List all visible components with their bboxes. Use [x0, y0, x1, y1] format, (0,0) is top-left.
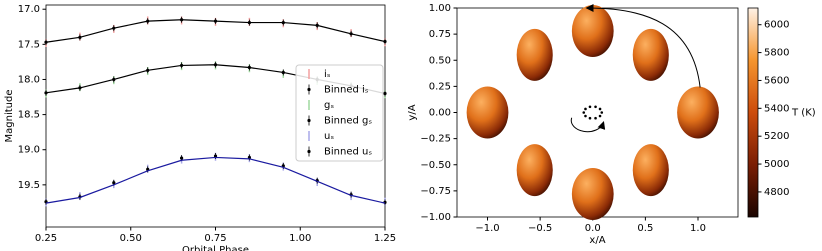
y-tick-label: −0.50 [420, 160, 451, 171]
colorbar-label: T (K) [791, 108, 816, 119]
x-axis-label: x/A [589, 235, 605, 246]
colorbar-tick-label: 4800 [764, 187, 789, 198]
x-tick-label: −0.5 [528, 223, 552, 234]
legend-label: gₛ [324, 100, 334, 111]
model-curve [45, 156, 386, 204]
orbit-dot [598, 114, 602, 118]
star-surface [466, 86, 509, 139]
x-axis-label: Orbital Phase [182, 245, 249, 251]
legend-dot [307, 87, 311, 92]
star-surface [516, 144, 553, 197]
orbit-dot [594, 116, 597, 120]
legend-label: uₛ [324, 131, 334, 142]
orbit-dot [584, 107, 587, 111]
y-tick-label: 0.50 [429, 55, 451, 66]
star-surface [571, 4, 614, 57]
legend-label: iₛ [324, 69, 331, 80]
y-tick-label: −0.25 [420, 134, 451, 145]
binned-point [213, 154, 218, 158]
colorbar-tick-label: 5600 [764, 75, 789, 86]
y-tick-label: 0.25 [429, 81, 451, 92]
legend-label: Binned iₛ [324, 85, 369, 96]
colorbar-tick-label: 5200 [764, 131, 789, 142]
orbit-dot [594, 105, 597, 109]
y-tick-label: 0.75 [429, 29, 451, 40]
phase-arrow [585, 4, 701, 88]
axes-frame [45, 4, 386, 228]
star-surface [571, 168, 614, 221]
y-tick-label: 1.00 [429, 3, 451, 14]
legend-dot [307, 149, 311, 154]
legend-label: Binned gₛ [324, 116, 372, 127]
x-tick-label: 1.0 [690, 223, 706, 234]
y-axis-label: Magnitude [4, 90, 15, 143]
orbit-dot [582, 111, 586, 114]
x-tick-label: 0.50 [120, 233, 142, 244]
colorbar-tick-label: 5400 [764, 103, 789, 114]
legend-dot [307, 118, 311, 123]
x-tick-label: −1.0 [475, 223, 499, 234]
orbit-dot [598, 107, 602, 111]
y-tick-label: 19.5 [18, 180, 40, 191]
legend-label: Binned uₛ [324, 147, 372, 158]
y-tick-label: 0.00 [429, 108, 451, 119]
y-tick-label: 18.0 [18, 74, 40, 85]
star-surface [632, 144, 669, 197]
x-tick-label: 0.25 [35, 233, 57, 244]
orbit-dot [588, 105, 592, 109]
y-tick-label: 17.0 [18, 4, 40, 15]
colorbar [747, 7, 759, 218]
x-tick-label: 1.00 [289, 233, 311, 244]
binned-point [180, 156, 184, 160]
orbit-dot [584, 114, 587, 118]
colorbar-tick-label: 6000 [764, 20, 789, 31]
y-tick-label: −0.75 [420, 186, 451, 197]
y-tick-label: 17.5 [18, 39, 40, 50]
orbit-dot [588, 116, 592, 120]
orbit-dot [600, 111, 604, 114]
orbit-arrow [570, 117, 606, 133]
x-tick-label: 0.75 [204, 233, 226, 244]
star-surface [516, 28, 553, 81]
y-tick-label: −1.00 [420, 212, 451, 223]
x-tick-label: 0.0 [585, 223, 601, 234]
legend-box [295, 64, 384, 162]
model-curve [45, 19, 386, 43]
star-surface [677, 86, 719, 139]
y-tick-label: 18.5 [18, 110, 40, 121]
x-tick-label: 1.25 [374, 233, 396, 244]
y-axis-label: y/A [407, 104, 418, 120]
legend: iₛ Binned iₛ gₛ Binned gₛ uₛ Binned uₛ [295, 64, 384, 162]
binned-point [112, 181, 116, 185]
star-surface [632, 28, 669, 81]
x-tick-label: 0.5 [637, 223, 653, 234]
colorbar-tick-label: 5000 [764, 159, 789, 170]
y-tick-label: 19.0 [18, 145, 40, 156]
colorbar-tick-label: 5800 [764, 48, 789, 59]
